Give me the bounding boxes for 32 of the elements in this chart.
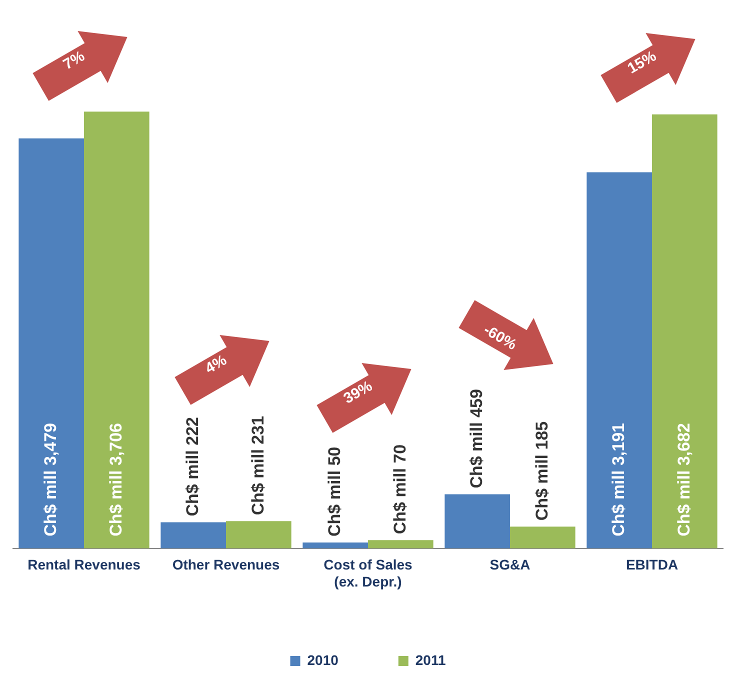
x-tick-label: Other Revenues: [172, 556, 280, 573]
bar: [586, 172, 652, 548]
data-label: Ch$ mill 50: [325, 446, 344, 537]
data-label: Ch$ mill 3,682: [674, 423, 694, 536]
data-label: Ch$ mill 3,479: [41, 423, 60, 536]
data-label: Ch$ mill 231: [248, 416, 268, 516]
x-tick-label: SG&A: [490, 556, 530, 573]
x-tick-label: Cost of Sales (ex. Depr.): [324, 556, 413, 590]
bar: [84, 112, 150, 548]
bar: [226, 521, 292, 548]
text: 7%: [59, 46, 89, 75]
data-label: Ch$ mill 459: [467, 389, 486, 488]
data-label: Ch$ mill 185: [532, 421, 552, 521]
x-tick-label: EBITDA: [626, 556, 678, 573]
bar: [444, 494, 510, 548]
bar: [368, 540, 434, 548]
bar: [160, 522, 226, 548]
annotation: 39%: [340, 377, 376, 410]
data-label: Ch$ mill 70: [390, 444, 410, 534]
legend-label: 2010: [307, 652, 339, 668]
bar: [302, 542, 368, 548]
bar: [510, 526, 576, 548]
bar: [652, 114, 718, 548]
data-label: Ch$ mill 222: [183, 417, 202, 516]
data-label: Ch$ mill 3,191: [609, 423, 628, 536]
legend-label: 2011: [415, 652, 446, 668]
annotation: -60%: [480, 320, 520, 356]
data-label: Ch$ mill 3,706: [106, 423, 126, 536]
x-tick-label: Rental Revenues: [28, 556, 141, 573]
annotation: 4%: [201, 350, 231, 380]
bar: [18, 138, 84, 548]
text: 15%: [624, 47, 660, 80]
